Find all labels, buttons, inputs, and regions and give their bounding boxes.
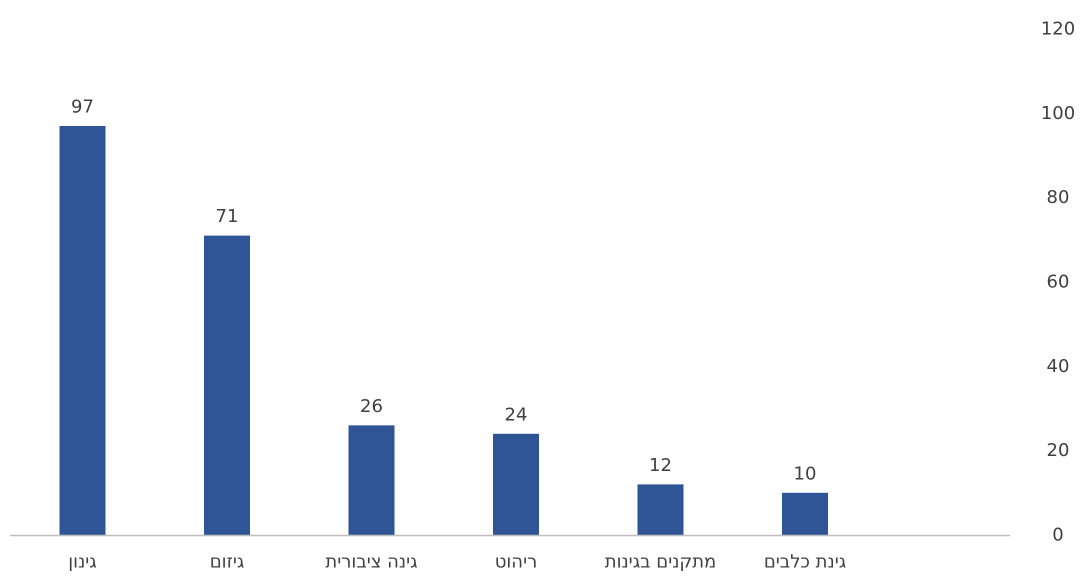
bars-group: [59, 125, 828, 535]
x-tick-label: מתקנים בגינות: [605, 552, 717, 573]
data-labels-group: 97 71 26 24 12 10: [71, 96, 816, 484]
data-label: 26: [360, 396, 383, 417]
bar: [493, 433, 539, 535]
x-tick-label: ריהוט: [495, 552, 538, 573]
y-tick-label: 20: [1047, 440, 1070, 461]
data-label: 12: [649, 455, 672, 476]
x-tick-label: גיזום: [210, 552, 245, 573]
bar: [348, 425, 395, 535]
y-tick-label: 60: [1047, 272, 1070, 293]
y-tick-label: 120: [1041, 19, 1075, 40]
y-axis: 0 20 40 60 80 100 120: [1041, 19, 1075, 546]
x-tick-label: גינת כלבים: [764, 552, 846, 573]
x-tick-label: גינה ציבורית: [325, 552, 417, 573]
y-tick-label: 40: [1047, 356, 1070, 377]
category-labels-group: גינון גיזום גינה ציבורית ריהוט מתקנים בגינות…: [68, 552, 846, 573]
y-tick-label: 80: [1047, 187, 1070, 208]
y-tick-label: 100: [1041, 103, 1075, 124]
y-tick-label: 0: [1052, 525, 1063, 546]
data-label: 10: [794, 463, 817, 484]
x-tick-label: גינון: [68, 552, 96, 573]
bar: [637, 484, 684, 535]
bar: [59, 125, 106, 535]
data-label: 97: [71, 96, 94, 117]
bar: [782, 492, 828, 535]
bar: [204, 235, 250, 535]
data-label: 24: [505, 404, 528, 425]
data-label: 71: [216, 206, 239, 227]
